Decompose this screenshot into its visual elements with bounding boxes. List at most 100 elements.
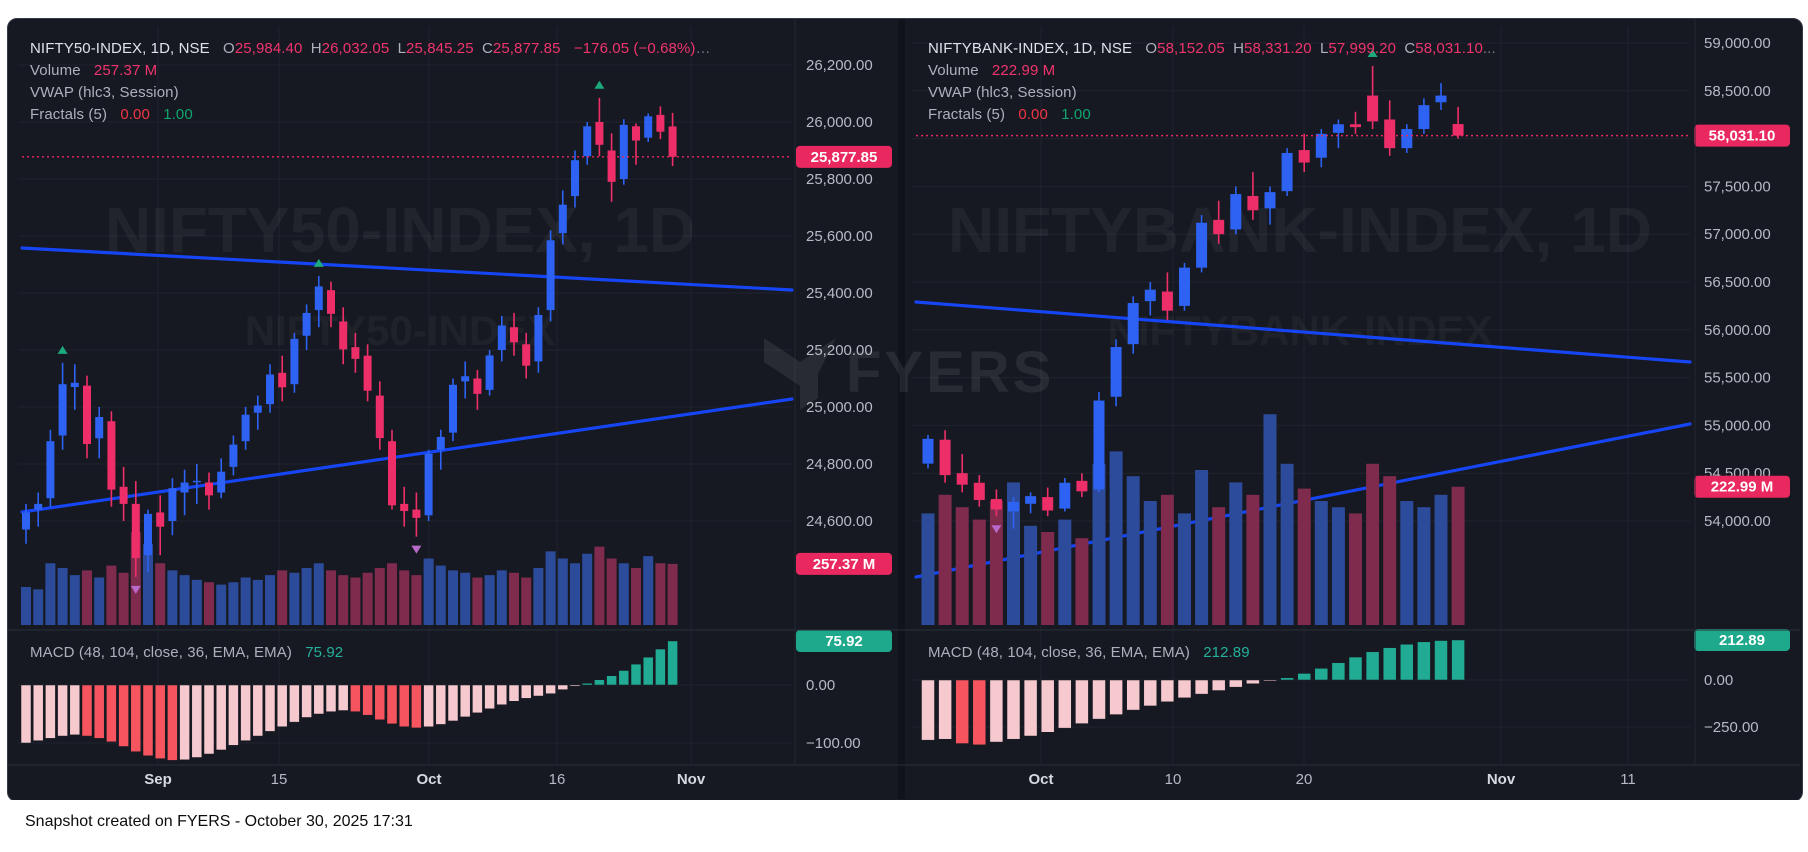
volume-bar <box>667 563 678 625</box>
candle-body <box>302 312 311 336</box>
candle-body <box>278 372 287 388</box>
volume-bar <box>252 579 263 625</box>
time-label: Oct <box>1028 771 1053 788</box>
fyers-logo-icon <box>764 338 800 386</box>
macd-bar <box>362 684 373 716</box>
candle-body <box>1350 124 1361 128</box>
volume-bar <box>57 568 68 625</box>
pane-gap <box>898 19 905 799</box>
macd-bar <box>1280 677 1294 681</box>
volume-bar <box>484 575 495 625</box>
candle-body <box>1008 501 1019 512</box>
volume-bar <box>228 582 239 625</box>
candle-body <box>1093 400 1105 490</box>
volume-tag-text: 222.99 M <box>1711 479 1774 496</box>
candle-body <box>583 126 592 157</box>
volume-bar <box>289 572 300 625</box>
candle-body <box>1127 303 1139 345</box>
volume-value: 257.37 M <box>93 62 158 79</box>
close-value: 25,877.85 <box>492 40 561 57</box>
candle-body <box>1418 105 1430 130</box>
candle-body <box>58 384 67 436</box>
candle-body <box>327 290 335 314</box>
candle-body <box>522 344 531 366</box>
macd-bar <box>630 663 642 686</box>
volume-bar <box>557 558 568 625</box>
axis-price-label: 24,600.00 <box>806 513 873 530</box>
axis-price-label: 58,500.00 <box>1704 83 1771 100</box>
macd-bar <box>1229 679 1243 688</box>
candle-body <box>1452 124 1464 136</box>
macd-bar <box>581 683 593 686</box>
legend-volume-row: Volume 257.37 M <box>30 60 711 82</box>
change-value: −176.05 (−0.68%) <box>573 40 696 57</box>
candle-body <box>497 325 506 350</box>
macd-bar <box>1348 656 1363 681</box>
vwap-label: VWAP (hlc3, Session) <box>928 84 1077 101</box>
volume-bar <box>594 546 605 625</box>
macd-bar <box>32 684 44 741</box>
volume-label: Volume <box>928 62 979 79</box>
macd-bar <box>374 684 386 721</box>
time-label: Oct <box>416 771 441 788</box>
close-label: C <box>1404 40 1416 57</box>
fractals-label: Fractals (5) <box>30 106 108 123</box>
macd-bar <box>955 679 969 744</box>
close-value: 58,031.10 <box>1415 40 1483 57</box>
macd-bar <box>215 684 227 751</box>
volume-bar <box>938 494 952 625</box>
volume-bar <box>1195 470 1209 625</box>
candle-body <box>1315 133 1327 158</box>
candle-body <box>424 453 433 516</box>
volume-bar <box>423 558 434 625</box>
candle-body <box>1435 95 1447 103</box>
candle-body <box>363 355 372 391</box>
volume-bar <box>1263 414 1277 625</box>
macd-bar <box>289 684 300 723</box>
candle-body <box>1196 222 1208 268</box>
macd-bar <box>142 684 154 757</box>
macd-bar <box>1109 679 1123 715</box>
candle-body <box>1110 347 1122 397</box>
candle-body <box>1367 95 1379 122</box>
volume-bar <box>1331 507 1345 625</box>
fractals-value-2: 1.00 <box>1061 106 1091 123</box>
candle-body <box>290 338 299 385</box>
candle-body <box>229 444 238 467</box>
macd-bar <box>1434 640 1448 681</box>
volume-bar <box>374 568 385 625</box>
time-label: 16 <box>549 771 566 788</box>
axis-price-label: 25,600.00 <box>806 228 873 245</box>
axis-price-label: 55,000.00 <box>1704 417 1771 434</box>
fractal-down-icon <box>991 525 1002 534</box>
axis-macd-label: −100.00 <box>806 735 861 752</box>
macd-bar <box>1400 644 1414 681</box>
axis-price-label: 57,500.00 <box>1704 178 1771 195</box>
macd-bar <box>1297 673 1311 681</box>
candle-body <box>1213 219 1225 235</box>
volume-bar <box>167 570 178 625</box>
axis-macd-label: 0.00 <box>806 677 835 694</box>
macd-bar <box>472 684 483 714</box>
candle-body <box>1247 195 1259 211</box>
volume-bar <box>1109 451 1123 625</box>
fyers-logo-icon <box>800 338 836 410</box>
candle-body <box>1384 119 1396 149</box>
trendline <box>20 246 794 292</box>
macd-bar <box>191 684 203 758</box>
volume-bar <box>1297 488 1311 625</box>
candle-body <box>1298 150 1310 163</box>
volume-bar <box>130 532 141 625</box>
candle-body <box>1179 267 1190 306</box>
macd-bar <box>435 684 447 725</box>
volume-bar <box>399 570 410 625</box>
open-value: 58,152.05 <box>1157 40 1225 57</box>
volume-bar <box>94 577 105 625</box>
volume-bar <box>1092 463 1106 625</box>
candle-body <box>922 438 934 464</box>
macd-bar <box>337 684 349 711</box>
macd-bar <box>1314 668 1329 681</box>
fractal-up-icon <box>1367 48 1378 57</box>
candle-body <box>1401 129 1413 149</box>
macd-tag-text: 212.89 <box>1719 632 1765 649</box>
